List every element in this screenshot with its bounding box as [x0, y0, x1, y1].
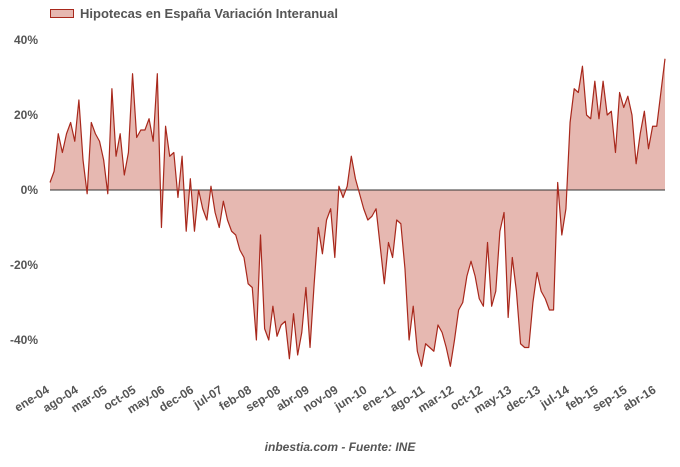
y-tick-label: -20% — [10, 258, 38, 272]
y-tick-label: 20% — [14, 108, 38, 122]
x-axis-ticks: ene-04ago-04mar-05oct-05may-06dec-06jul-… — [12, 382, 659, 416]
y-tick-label: 40% — [14, 33, 38, 47]
legend-label: Hipotecas en España Variación Interanual — [80, 6, 338, 21]
y-tick-label: 0% — [21, 183, 39, 197]
series-line — [49, 58, 666, 367]
legend-swatch — [50, 9, 74, 18]
y-tick-label: -40% — [10, 333, 38, 347]
x-tick-label: abr-16 — [620, 383, 658, 414]
legend: Hipotecas en España Variación Interanual — [50, 6, 338, 21]
y-axis-ticks: 40% 20% 0% -20% -40% — [10, 33, 38, 347]
source-caption: inbestia.com - Fuente: INE — [264, 440, 416, 454]
area-layer — [49, 58, 666, 367]
